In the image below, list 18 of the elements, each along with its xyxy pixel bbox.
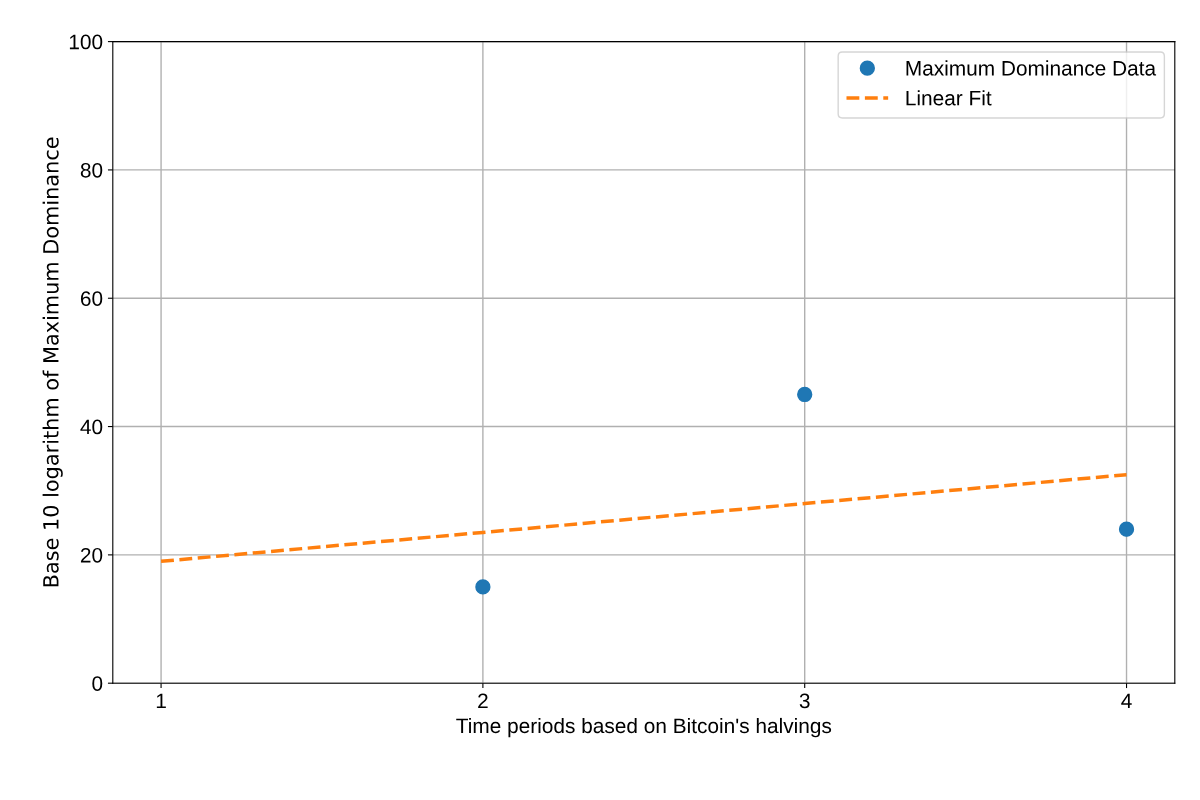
legend-label: Maximum Dominance Data: [906, 60, 1157, 76]
point: [1118, 521, 1135, 537]
line-series: [159, 472, 1129, 564]
x-tick-label: 4: [1121, 693, 1132, 709]
y-tick-label: 60: [80, 291, 103, 306]
y-tick-label: 80: [80, 162, 103, 178]
y-tick-label: 40: [80, 419, 103, 435]
legend-label: Linear Fit: [906, 90, 992, 106]
x-tick-label: 1: [156, 693, 166, 709]
y-tick-label: 0: [92, 676, 103, 691]
y-axis-title: Base 10 logarithm of Maximum Dominance: [42, 137, 63, 587]
x-tick-label: 2: [478, 693, 488, 709]
x-tick-label: 3: [799, 693, 810, 709]
y-tick-label: 20: [80, 547, 103, 563]
x-axis-title: Time periods based on Bitcoin's halvings: [456, 717, 832, 738]
point: [797, 386, 813, 403]
y-tick-label: 100: [69, 34, 103, 50]
point: [475, 579, 491, 595]
